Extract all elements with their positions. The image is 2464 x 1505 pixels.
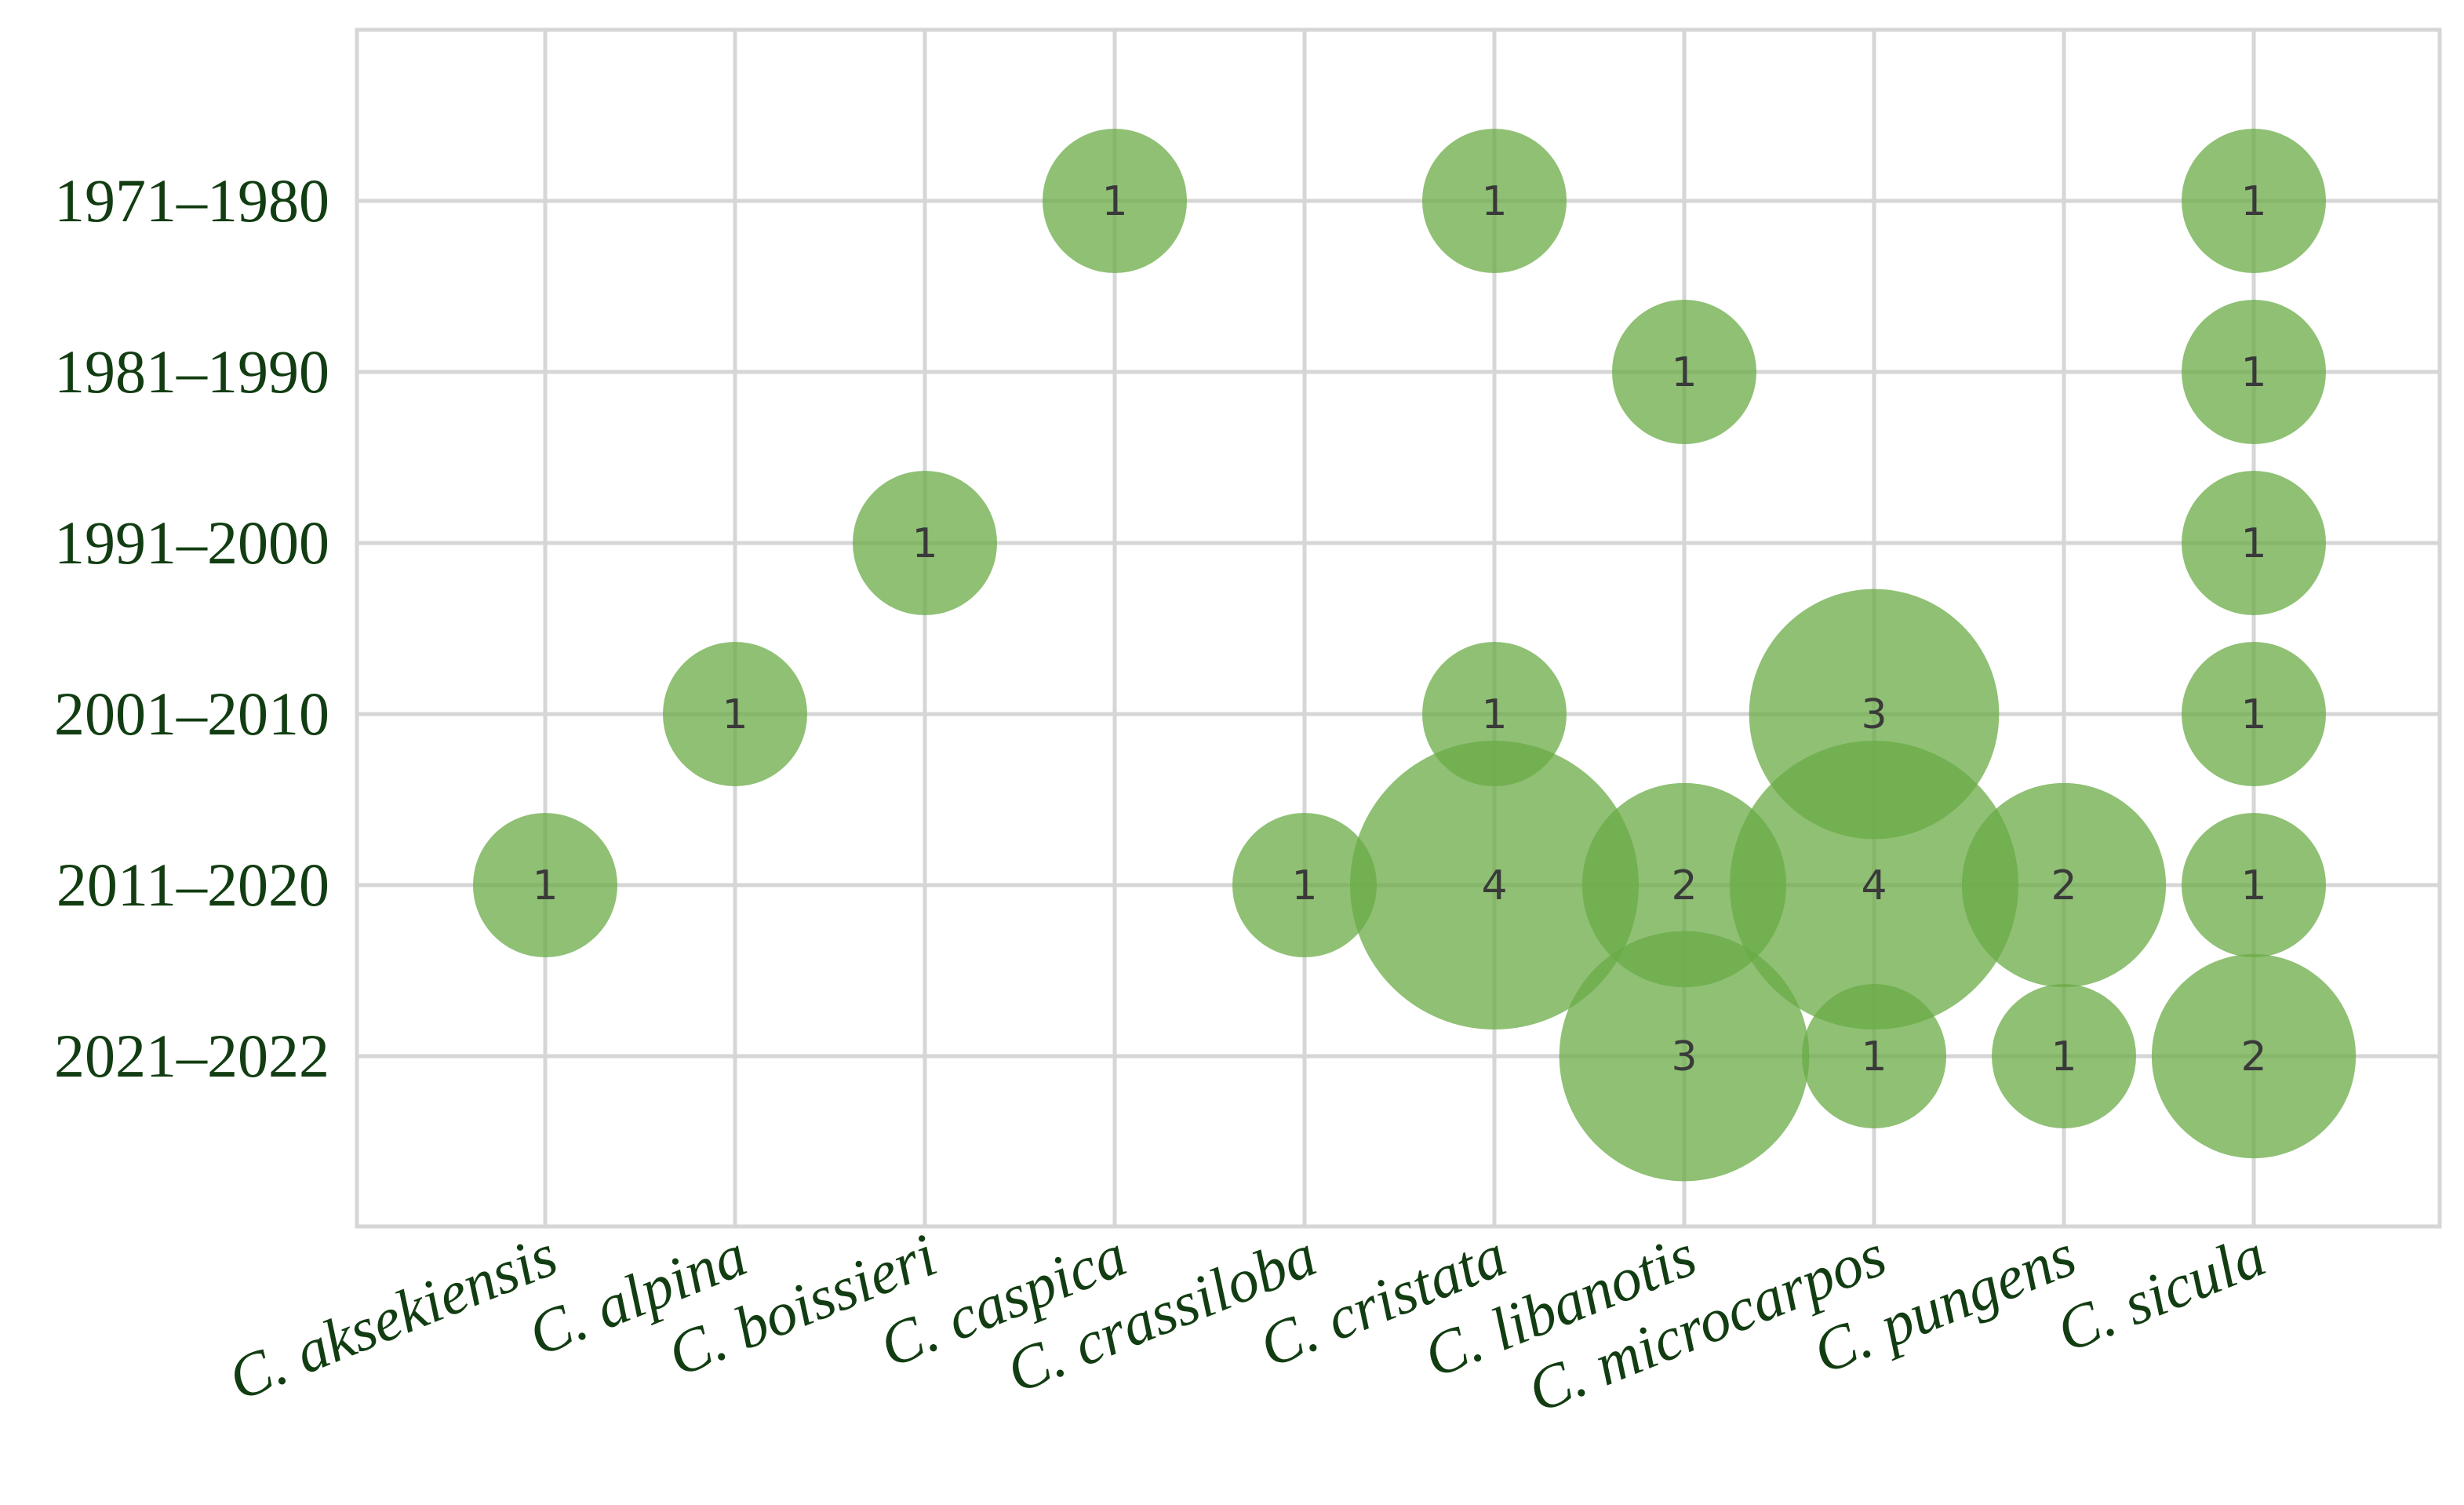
y-tick-label: 1981–1990 [54,337,329,406]
bubble-value-label: 1 [1291,862,1317,909]
bubble-value-label: 4 [1861,862,1887,909]
bubble-value-label: 3 [1671,1033,1697,1080]
x-tick-label: C. sicula [2047,1220,2275,1365]
bubble [1559,931,1810,1182]
bubble-value-label: 2 [2051,862,2076,909]
bubble-value-label: 1 [1481,691,1507,738]
bubble-value-label: 1 [2240,862,2266,909]
bubble [663,642,807,786]
bubble [1232,813,1377,957]
bubble [1350,741,1639,1029]
bubble [853,471,997,615]
y-tick-label: 2011–2020 [56,851,329,919]
bubble-value-label: 4 [1481,862,1507,909]
y-axis-ticks: 1971–1980 1981–1990 1991–2000 2001–2010 2011… [54,166,329,1090]
x-tick-label: C. aksekiensis [219,1220,566,1413]
y-tick-label: 2001–2010 [54,680,329,748]
bubble [2182,129,2326,273]
bubble-value-label: 1 [1481,178,1507,225]
bubble [473,813,617,957]
bubble [2182,642,2326,786]
bubble [1961,782,2167,988]
y-tick-label: 2021–2022 [54,1022,329,1090]
bubble-label-layer: 1 1 1 1 1 1 1 1 1 3 1 1 1 4 2 4 2 1 3 1 1 2 [532,178,2266,1080]
bubble-value-label: 1 [2240,349,2266,396]
bubble-value-label: 1 [2240,520,2266,567]
bubble-value-label: 1 [532,862,558,909]
plot-frame [355,27,2442,1229]
y-tick-label: 1991–2000 [54,508,329,577]
bubble [2182,471,2326,615]
bubble-value-label: 1 [1671,349,1697,396]
bubble [1992,984,2136,1128]
bubble-value-label: 1 [2240,691,2266,738]
bubble [1581,782,1787,988]
bubble [2182,300,2326,444]
bubble [1612,300,1756,444]
bubble [1422,129,1567,273]
bubble [1730,741,2018,1029]
bubble-value-label: 1 [722,691,748,738]
bubble [2182,813,2326,957]
bubble-value-label: 1 [2240,178,2266,225]
bubble-value-label: 2 [2240,1033,2266,1080]
bubble-value-label: 1 [2051,1033,2076,1080]
bubble [1802,984,1946,1128]
bubble-value-label: 2 [1671,862,1697,909]
bubble [2151,953,2357,1159]
bubble-value-label: 1 [1861,1033,1887,1080]
bubble-value-label: 1 [912,520,937,567]
bubble-value-label: 1 [1101,178,1127,225]
bubble [1043,129,1187,273]
bubble-value-label: 3 [1861,691,1887,738]
y-tick-label: 1971–1980 [54,166,329,235]
bubble-layer [473,129,2357,1182]
